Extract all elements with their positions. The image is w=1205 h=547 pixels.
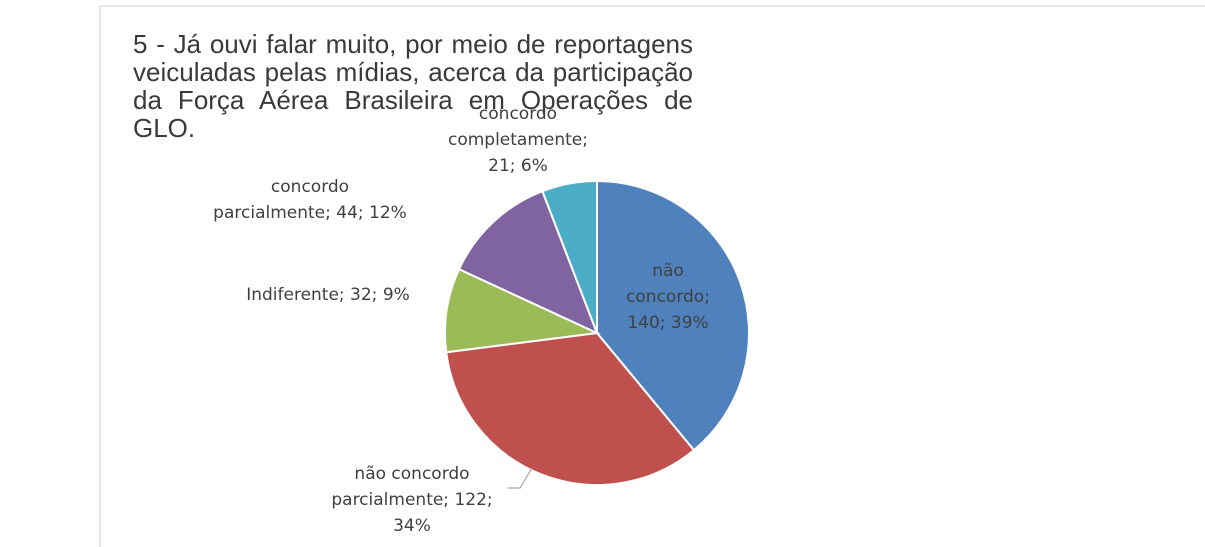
pie-slice (596, 179, 750, 452)
pie-slice (445, 331, 696, 486)
pie-slice (444, 267, 601, 354)
pie-slice (457, 189, 599, 335)
leader-line (508, 467, 533, 489)
data-label: concordo completamente; 21; 6% (447, 104, 588, 176)
data-label: não concordo; 140; 39% (626, 261, 710, 333)
data-label: não concordo parcialmente; 122; 34% (331, 464, 493, 536)
data-label: concordo parcialmente; 44; 12% (213, 177, 407, 223)
chart-title: 5 - Já ouvi falar muito, por meio de rep… (133, 29, 693, 143)
pie-slice (541, 179, 598, 334)
data-label: Indiferente; 32; 9% (246, 285, 410, 305)
